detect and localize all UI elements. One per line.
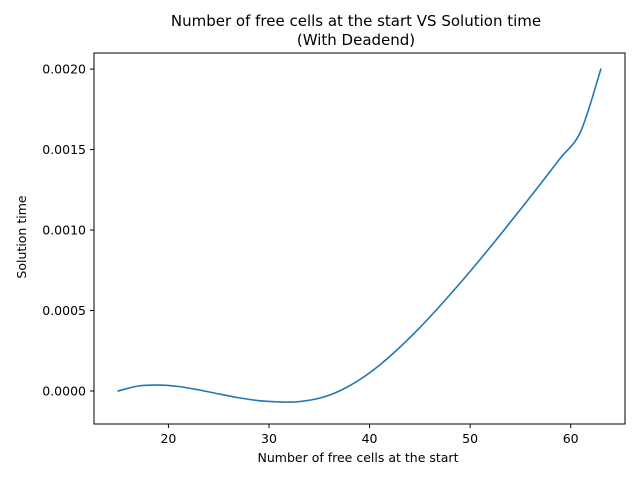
x-tick-label: 30 [261, 431, 277, 446]
x-tick-label: 50 [462, 431, 478, 446]
chart-title-line1: Number of free cells at the start VS Sol… [171, 12, 541, 30]
y-axis-label: Solution time [14, 195, 29, 278]
y-tick-label: 0.0020 [42, 62, 86, 77]
x-tick-label: 60 [563, 431, 579, 446]
x-axis-label: Number of free cells at the start [258, 450, 459, 465]
y-axis-ticks: 0.0000 0.0005 0.0010 0.0015 0.0020 [42, 62, 94, 399]
y-tick-label: 0.0000 [42, 384, 86, 399]
x-tick-label: 20 [160, 431, 176, 446]
chart-title-line2: (With Deadend) [297, 31, 415, 49]
x-axis-ticks: 20 30 40 50 60 [160, 424, 579, 446]
series-line [117, 68, 602, 403]
axes-frame [93, 52, 626, 425]
y-tick-label: 0.0015 [42, 142, 86, 157]
y-tick-label: 0.0005 [42, 303, 86, 318]
y-tick-label: 0.0010 [42, 223, 86, 238]
x-tick-label: 40 [362, 431, 378, 446]
